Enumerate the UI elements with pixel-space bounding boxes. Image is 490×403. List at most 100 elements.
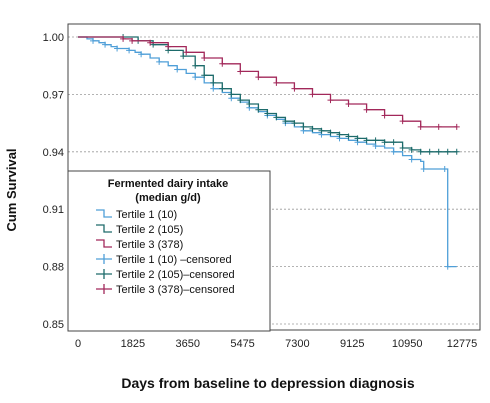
x-tick-label: 12775	[447, 338, 478, 350]
censor-mark	[255, 74, 262, 81]
censor-mark	[408, 156, 415, 163]
censor-mark	[183, 49, 190, 56]
x-tick-label: 10950	[392, 338, 423, 350]
censor-mark	[327, 97, 334, 104]
censor-mark	[420, 166, 427, 173]
censor-mark	[102, 41, 109, 48]
censor-mark	[309, 125, 316, 132]
censor-mark	[291, 120, 298, 127]
censor-marks-tertile-1	[90, 37, 451, 270]
y-tick-label: 1.00	[43, 32, 64, 44]
censor-mark	[390, 139, 397, 146]
legend-item: Tertile 3 (378)	[96, 239, 183, 251]
censor-marks-tertile-2	[120, 34, 460, 155]
censor-mark	[156, 58, 163, 65]
legend-item: Tertile 2 (105)	[96, 224, 183, 236]
x-tick-label: 7300	[285, 338, 309, 350]
censor-mark	[444, 148, 451, 155]
legend-item: Tertile 1 (10) –censored	[96, 254, 232, 266]
censor-mark	[120, 35, 127, 42]
legend-censor-symbol	[96, 254, 112, 264]
censor-mark	[354, 135, 361, 142]
y-tick-label: 0.85	[43, 319, 64, 331]
censor-mark	[453, 148, 460, 155]
legend-item: Tertile 3 (378)–censored	[96, 284, 235, 296]
censor-mark	[417, 123, 424, 130]
legend: Fermented dairy intake (median g/d) Tert…	[67, 170, 271, 332]
censor-mark	[399, 118, 406, 125]
censor-mark	[336, 131, 343, 138]
legend-title: Fermented dairy intake	[108, 178, 228, 190]
legend-line-symbol	[96, 239, 112, 248]
legend-label: Tertile 3 (378)	[116, 239, 183, 251]
censor-mark	[219, 85, 226, 92]
censor-mark	[441, 166, 448, 173]
censor-mark	[129, 37, 136, 44]
censor-mark	[345, 133, 352, 140]
x-tick-label: 3650	[175, 338, 199, 350]
legend-censor-symbol	[96, 269, 112, 279]
x-tick-label: 5475	[230, 338, 254, 350]
censor-mark	[444, 263, 451, 270]
censor-mark	[210, 85, 217, 92]
legend-subtitle: (median g/d)	[135, 192, 201, 204]
censor-mark	[372, 137, 379, 144]
legend-label: Tertile 1 (10)	[116, 209, 177, 221]
censor-mark	[126, 47, 133, 54]
censor-mark	[201, 55, 208, 62]
censor-marks-tertile-3	[120, 35, 460, 130]
censor-mark	[327, 129, 334, 136]
x-tick-label: 1825	[121, 338, 145, 350]
censor-mark	[192, 62, 199, 69]
censor-mark	[255, 106, 262, 113]
y-tick-label: 0.91	[43, 204, 64, 216]
legend-label: Tertile 2 (105)–censored	[116, 269, 235, 281]
y-tick-label: 0.94	[43, 147, 64, 159]
censor-mark	[435, 148, 442, 155]
censor-mark	[192, 74, 199, 81]
censor-mark	[291, 85, 298, 92]
legend-box	[67, 170, 271, 332]
legend-label: Tertile 2 (105)	[116, 224, 183, 236]
censor-mark	[174, 66, 181, 73]
y-tick-label: 0.97	[43, 89, 64, 101]
x-tick-label: 9125	[340, 338, 364, 350]
x-tick-label: 0	[75, 338, 81, 350]
censor-mark	[273, 79, 280, 86]
censor-mark	[381, 139, 388, 146]
legend-line-symbol	[96, 209, 112, 218]
censor-mark	[147, 39, 154, 46]
censor-mark	[435, 123, 442, 130]
censor-mark	[273, 114, 280, 121]
censor-mark	[237, 97, 244, 104]
censor-mark	[399, 144, 406, 151]
censor-mark	[282, 118, 289, 125]
censor-mark	[201, 72, 208, 79]
legend-item: Tertile 1 (10)	[96, 209, 177, 221]
censor-mark	[228, 91, 235, 98]
series-layer	[78, 34, 460, 270]
censor-mark	[426, 148, 433, 155]
censor-mark	[264, 110, 271, 117]
censor-mark	[453, 123, 460, 130]
censor-mark	[363, 106, 370, 113]
censor-mark	[417, 148, 424, 155]
legend-item: Tertile 2 (105)–censored	[96, 269, 235, 281]
censor-mark	[90, 37, 97, 44]
censor-mark	[180, 53, 187, 60]
censor-mark	[363, 137, 370, 144]
tick-labels: 0.85 0.88 0.91 0.94 0.97 1.00 0 1825 3650 5475 730…	[43, 32, 478, 350]
censor-mark	[246, 100, 253, 107]
censor-mark	[408, 146, 415, 153]
censor-mark	[372, 143, 379, 150]
censor-mark	[300, 123, 307, 130]
legend-censor-symbol	[96, 284, 112, 294]
censor-mark	[309, 91, 316, 98]
censor-mark	[114, 45, 121, 52]
y-tick-label: 0.88	[43, 262, 64, 274]
legend-items: Tertile 1 (10) Tertile 2 (105) Tertile 3 (…	[96, 209, 235, 296]
censor-mark	[318, 127, 325, 134]
censor-mark	[219, 60, 226, 67]
legend-label: Tertile 1 (10) –censored	[116, 254, 232, 266]
